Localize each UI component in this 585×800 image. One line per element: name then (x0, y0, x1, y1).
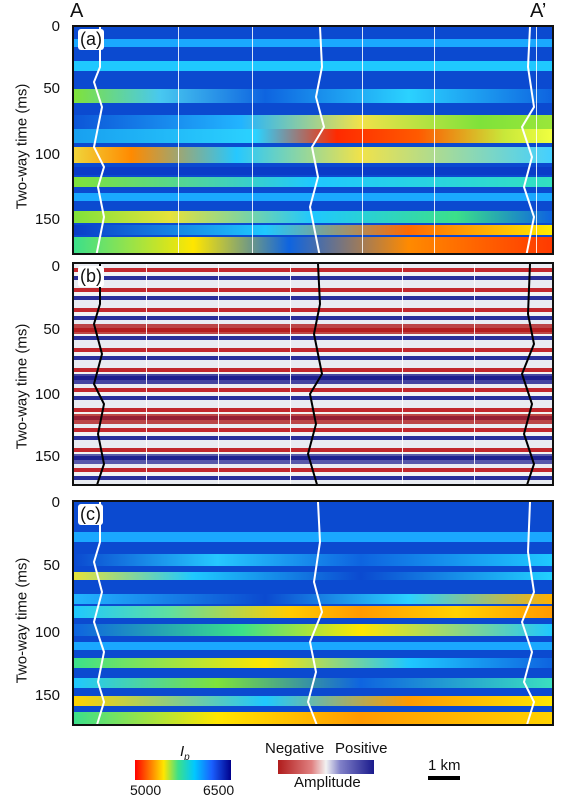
amp-neg-label: Negative (265, 740, 325, 757)
tick-150: 150 (34, 687, 60, 704)
tick-150: 150 (34, 211, 60, 228)
ip-legend-symbol: I (180, 743, 185, 760)
scale-bar (428, 776, 460, 780)
tick-100: 100 (34, 146, 60, 163)
panel-c-logs (92, 502, 536, 724)
tick-100: 100 (34, 624, 60, 641)
tick-0: 0 (51, 18, 60, 35)
amp-pos-label: Positive (335, 740, 388, 757)
amplitude-label: Amplitude (294, 774, 361, 791)
section-label-a: A (70, 0, 84, 22)
tick-50: 50 (43, 321, 60, 338)
scale-label: 1 km (428, 757, 461, 774)
y-axis-label: Two-way time (ms) (13, 83, 31, 210)
tick-0: 0 (51, 494, 60, 511)
ip-min-label: 5000 (130, 782, 162, 798)
ip-legend-subscript: p (184, 752, 190, 763)
ip-colorbar (135, 760, 231, 780)
ip-max-label: 6500 (203, 782, 235, 798)
section-label-a-prime: A’ (530, 0, 547, 22)
tick-100: 100 (34, 386, 60, 403)
panel-a-label: (a) (78, 29, 104, 50)
panel-c: (c) (72, 500, 554, 726)
amplitude-colorbar (278, 760, 374, 774)
panel-b-label: (b) (78, 266, 104, 287)
panel-b-logs (92, 264, 536, 484)
tick-50: 50 (43, 557, 60, 574)
ip-legend-title: Ip (180, 743, 190, 763)
panel-a: (a) (72, 25, 554, 255)
y-axis-label: Two-way time (ms) (13, 557, 31, 684)
panel-c-label: (c) (78, 504, 103, 525)
y-axis-label: Two-way time (ms) (13, 323, 31, 450)
tick-0: 0 (51, 258, 60, 275)
panel-a-logs (92, 27, 536, 253)
tick-50: 50 (43, 80, 60, 97)
tick-150: 150 (34, 448, 60, 465)
panel-b: (b) (72, 262, 554, 486)
